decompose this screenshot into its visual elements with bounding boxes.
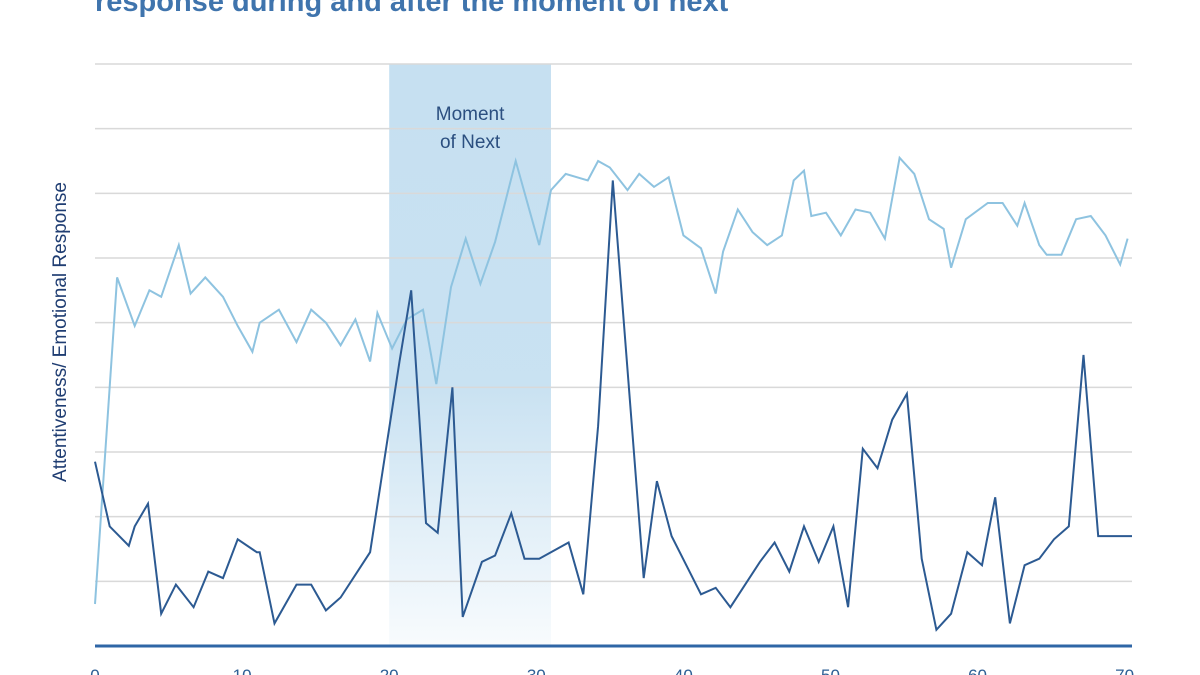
x-tick-label: 60 <box>968 666 987 675</box>
x-tick-label: 20 <box>380 666 399 675</box>
series-line-dark <box>94 180 1132 632</box>
annotation-label-line2: of Next <box>440 132 501 153</box>
x-tick-label: 40 <box>674 666 693 675</box>
annotation-label-line1: Moment <box>436 104 505 125</box>
axis-layer: 0 10 20 30 40 50 60 70 <box>90 644 1134 675</box>
chart-title: response during and after the moment of … <box>95 0 729 18</box>
x-tick-label: 10 <box>233 666 252 675</box>
x-tick-label: 50 <box>821 666 840 675</box>
x-tick-label: 0 <box>90 666 99 675</box>
x-tick-label: 70 <box>1115 666 1134 675</box>
annotation-layer: Moment of Next <box>436 104 505 153</box>
grid-layer <box>95 63 1132 583</box>
series-line-light <box>94 155 1129 605</box>
x-tick-label: 30 <box>527 666 546 675</box>
y-axis-label: Attentiveness/ Emotional Response <box>50 182 71 482</box>
series-layer <box>94 155 1132 632</box>
